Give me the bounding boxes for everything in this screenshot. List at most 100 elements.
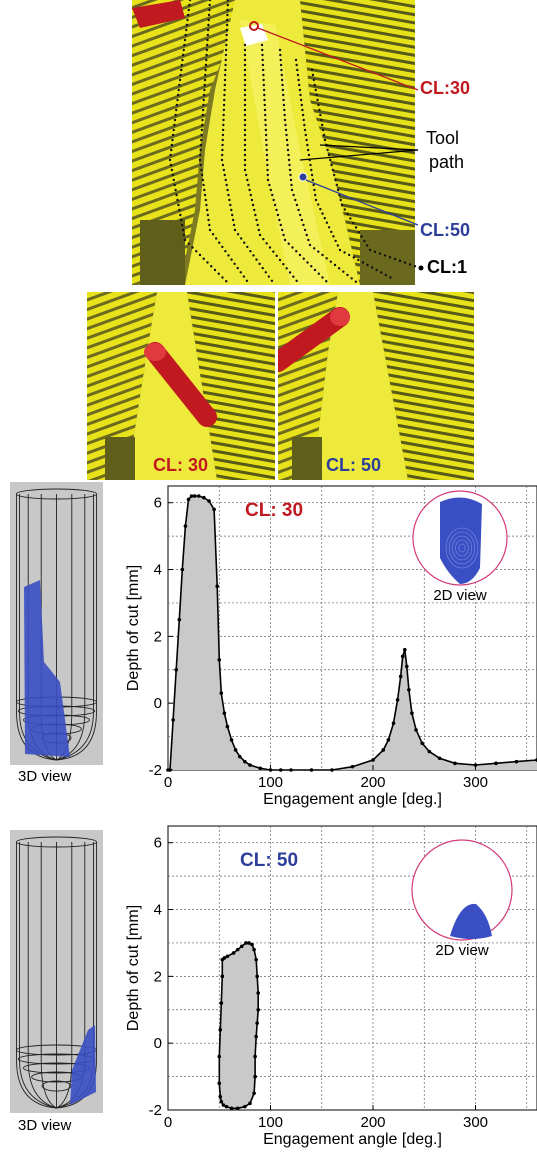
tool-path-dot <box>208 223 211 227</box>
tool-path-dot <box>282 233 285 237</box>
tool-path-dot <box>265 138 268 142</box>
y-axis-label: Depth of cut [mm] <box>125 565 142 691</box>
tool-path-dots <box>168 0 417 283</box>
data-point <box>395 698 400 702</box>
tool-path-dot <box>225 33 228 37</box>
data-point <box>427 749 432 754</box>
tool-path-dot <box>175 193 178 197</box>
tool-path-dot <box>261 53 264 57</box>
cl50-marker <box>298 172 308 182</box>
chart-panel-1: 0 100 200 300 -2 0 2 4 6 Engagement angle [deg.] D… <box>110 478 537 818</box>
tool-path-dot <box>305 138 308 142</box>
tool-path-dot <box>302 223 305 227</box>
tool-path-dot <box>288 168 292 172</box>
tool-path-dot <box>287 158 291 162</box>
data-point <box>221 1103 226 1107</box>
blob-contour <box>455 539 469 557</box>
tool-path-dot <box>206 213 210 217</box>
cl30-label: CL:30 <box>420 78 471 98</box>
data-point <box>218 1094 223 1099</box>
tool-path-dot <box>265 143 268 147</box>
tool-path-dot <box>195 250 198 253</box>
tool-path-dot <box>225 28 229 32</box>
tool-path-dot <box>282 98 285 102</box>
tool-path-dot <box>264 113 267 117</box>
data-point <box>407 688 411 692</box>
tool-path-dot <box>205 58 208 62</box>
tool-path-dot <box>178 83 181 87</box>
x-tick-label: 0 <box>164 774 172 791</box>
tool-path-dot <box>314 88 317 92</box>
tool-path-dot <box>221 163 225 167</box>
tool-path-dot <box>280 78 284 82</box>
y-tick-label: 4 <box>154 562 162 579</box>
data-point <box>217 1081 222 1086</box>
tool-path-dot <box>340 203 344 207</box>
tool-path-dot <box>352 256 355 259</box>
tool-path-dot <box>383 254 387 257</box>
tool-path-dot <box>283 238 287 242</box>
tool-path-dot <box>257 228 261 232</box>
tool-path-dot <box>250 198 254 202</box>
tool-path-dot <box>287 153 290 157</box>
data-point <box>330 768 334 772</box>
tool-path-dot <box>285 138 289 142</box>
tool-path-dot <box>201 178 205 182</box>
tool-path-dot <box>222 123 225 127</box>
tool-path-dot <box>221 143 224 147</box>
data-point <box>243 759 247 764</box>
engagement-blob <box>450 903 492 939</box>
tool-path-dot <box>311 73 315 77</box>
tool-path-dot <box>203 83 206 87</box>
tool-path-dot <box>173 123 176 127</box>
tool-wireframe <box>16 836 97 1109</box>
tool-path-dot <box>185 28 188 32</box>
tool-path-dot <box>181 53 185 57</box>
data-point <box>196 494 201 498</box>
tool-path-dot <box>175 103 179 107</box>
tool-path-dot <box>320 118 323 122</box>
tool-path-dot <box>198 253 202 257</box>
tool-path-dot <box>393 257 397 261</box>
tool-path-dot <box>172 178 175 182</box>
tool-path-dot <box>325 221 329 224</box>
data-point <box>222 956 227 960</box>
data-point <box>256 1007 260 1012</box>
tool-path-dot <box>298 253 302 257</box>
tool-path-dot <box>243 58 247 62</box>
tool-path-dot <box>334 178 337 182</box>
data-point <box>256 991 260 995</box>
tool-path-dot <box>266 163 269 167</box>
tool-path-dot <box>213 268 217 272</box>
tool-path-dot <box>239 271 242 274</box>
tool-path-dot <box>319 113 322 117</box>
tool-path-dot <box>306 148 310 152</box>
tool-path-dot <box>222 103 226 107</box>
data-point <box>254 957 258 962</box>
data-point <box>391 721 396 726</box>
data-point <box>180 567 185 572</box>
tool-path-dot <box>243 123 247 127</box>
tool-path-dot <box>182 48 185 52</box>
tool-path-dot <box>288 271 292 274</box>
data-point <box>453 761 457 766</box>
tool-path-dot <box>203 78 207 82</box>
tool-path-dot <box>258 233 262 237</box>
x-tick-label: 300 <box>463 774 488 791</box>
y-tick-label: 2 <box>154 968 162 985</box>
data-point <box>224 1104 229 1109</box>
tool-path-dot <box>261 58 264 62</box>
tool-path-dot <box>279 223 282 227</box>
data-point <box>254 1034 258 1039</box>
data-point <box>252 947 256 952</box>
data-point <box>233 748 238 752</box>
y-tick-label: -2 <box>149 1102 162 1119</box>
tool-path-dot <box>223 98 226 102</box>
tool-path-dot <box>243 48 247 52</box>
tool-path-dot <box>191 246 194 249</box>
tool-path-dot <box>176 98 179 102</box>
inset-cl30-label: CL: 30 <box>153 455 209 475</box>
tool-path-dot <box>207 218 210 222</box>
tool-path-dot <box>222 108 226 112</box>
tool-path-dot <box>199 148 202 152</box>
